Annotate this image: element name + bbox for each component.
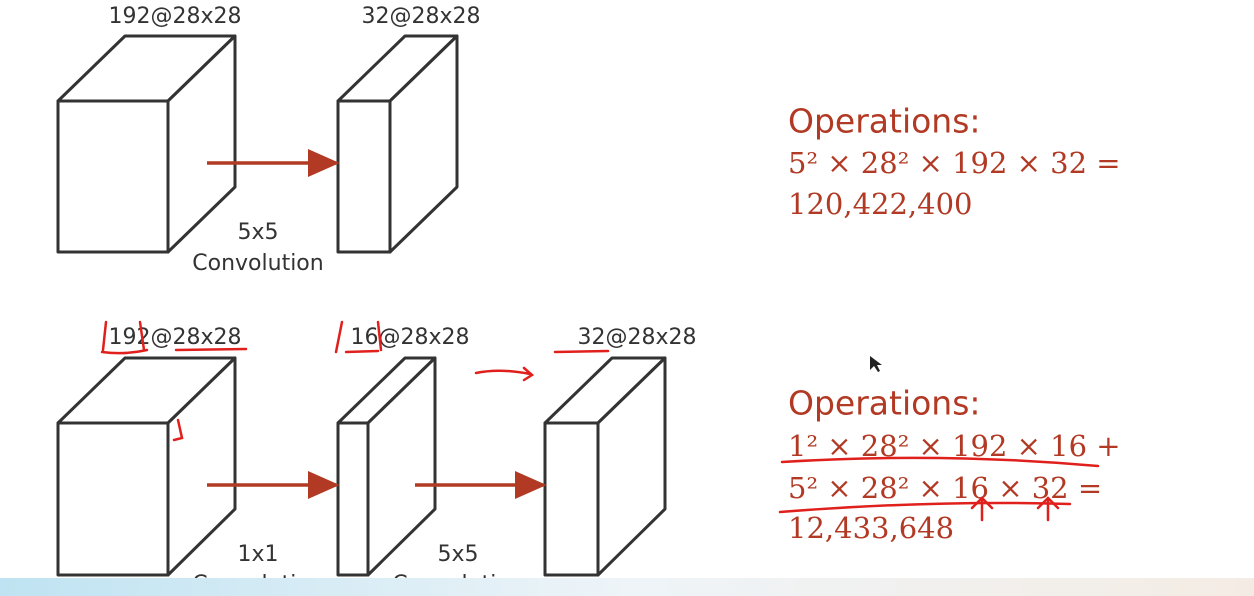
operations-line: 120,422,400 <box>788 187 973 221</box>
operations-line: 5² × 28² × 16 × 32 = <box>788 471 1102 505</box>
input-label: 192@28x28 <box>109 325 242 350</box>
operations-line: 12,433,648 <box>788 511 954 545</box>
cube <box>336 34 459 254</box>
bottom-strip <box>0 578 1254 596</box>
operations-title: Operations: <box>788 102 981 141</box>
operations-title: Operations: <box>788 384 981 423</box>
output-label: 32@28x28 <box>361 4 480 29</box>
conv-size: 5x5 <box>437 542 478 567</box>
output-label: 32@28x28 <box>577 325 696 350</box>
middle-label: 16@28x28 <box>350 325 469 350</box>
operations-line: 5² × 28² × 192 × 32 = <box>788 146 1121 180</box>
cube <box>56 34 237 254</box>
cube <box>336 356 437 577</box>
cursor <box>870 356 882 372</box>
cube <box>56 356 237 577</box>
cube <box>543 356 667 577</box>
annotations <box>100 320 1100 522</box>
input-label: 192@28x28 <box>109 4 242 29</box>
conv-name: Convolution <box>192 251 323 276</box>
conv-size: 1x1 <box>237 542 278 567</box>
conv-size: 5x5 <box>237 220 278 245</box>
